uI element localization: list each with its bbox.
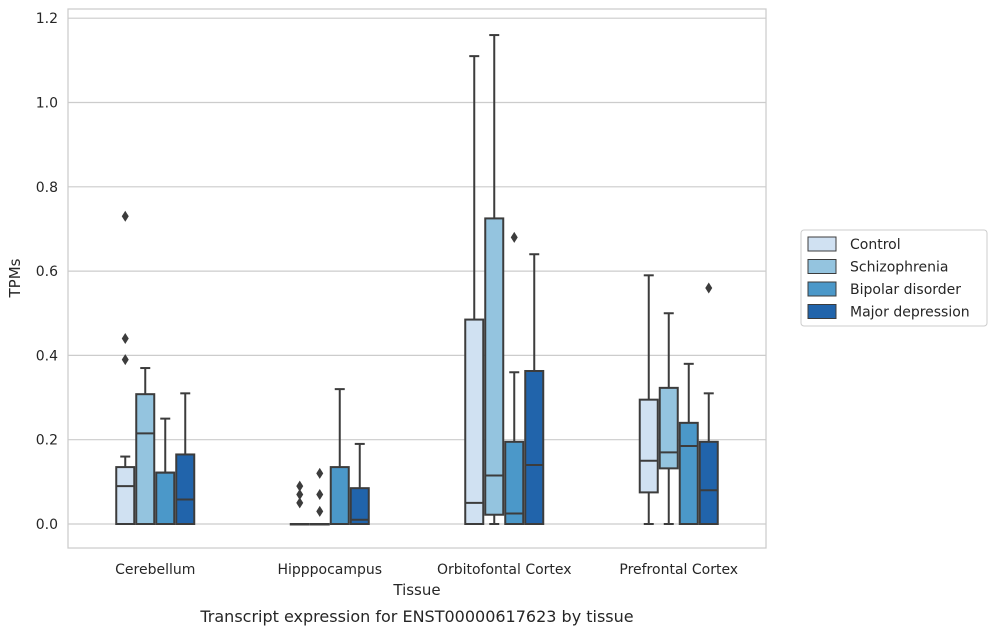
y-tick-label: 1.0 bbox=[36, 96, 58, 112]
box-plot bbox=[155, 417, 176, 525]
box bbox=[638, 398, 659, 494]
box-plot bbox=[309, 467, 330, 526]
box bbox=[678, 421, 699, 525]
box-plot bbox=[135, 367, 156, 526]
box-plot bbox=[698, 282, 719, 525]
y-tick-label: 1.2 bbox=[36, 11, 58, 27]
x-tick-label: Prefrontal Cortex bbox=[619, 562, 738, 578]
box-plot bbox=[329, 388, 350, 526]
box bbox=[349, 487, 370, 525]
legend-label: Bipolar disorder bbox=[850, 282, 961, 298]
box bbox=[504, 440, 525, 525]
box-plot bbox=[464, 55, 485, 526]
y-tick-label: 0.2 bbox=[36, 433, 58, 449]
chart-caption: Transcript expression for ENST0000061762… bbox=[199, 607, 633, 626]
x-tick-label: Cerebellum bbox=[115, 562, 195, 578]
outlier-marker bbox=[316, 505, 324, 517]
box bbox=[524, 369, 545, 526]
legend-label: Major depression bbox=[850, 305, 970, 321]
plot-frame bbox=[67, 8, 767, 549]
x-tick-label: Orbitofontal Cortex bbox=[437, 562, 572, 578]
legend-swatch bbox=[807, 304, 837, 319]
legend-swatch bbox=[807, 236, 837, 252]
y-tick-label: 0.0 bbox=[36, 517, 58, 533]
box bbox=[698, 440, 719, 525]
box bbox=[658, 386, 679, 470]
legend-swatch bbox=[807, 281, 837, 297]
box bbox=[329, 466, 350, 526]
legend-items: Control Schizophrenia Bipolar disorder Majo… bbox=[807, 236, 970, 321]
box-plot bbox=[484, 34, 505, 525]
box-plot bbox=[175, 392, 196, 526]
outlier-marker bbox=[510, 231, 518, 243]
box-plot bbox=[349, 442, 370, 525]
x-tick-label: Hipppocampus bbox=[277, 562, 382, 578]
box-plot bbox=[678, 362, 699, 525]
box bbox=[464, 318, 485, 526]
outlier-marker bbox=[296, 497, 304, 509]
y-tick-labels: 0.0 0.2 0.4 0.6 0.8 1.0 1.2 bbox=[36, 11, 58, 533]
legend: Control Schizophrenia Bipolar disorder Majo… bbox=[800, 229, 988, 327]
outlier-marker bbox=[121, 333, 129, 345]
y-tick-label: 0.4 bbox=[36, 348, 58, 364]
y-tick-label: 0.6 bbox=[36, 264, 58, 280]
box bbox=[135, 393, 156, 526]
outlier-marker bbox=[121, 354, 129, 366]
x-axis-label: Tissue bbox=[392, 581, 440, 599]
outlier-marker bbox=[316, 488, 324, 500]
outlier-marker bbox=[121, 210, 129, 222]
legend-frame bbox=[800, 229, 988, 327]
box-plots bbox=[115, 34, 719, 526]
x-tick-labels: Cerebellum Hipppocampus Orbitofontal Corte… bbox=[115, 562, 738, 578]
outlier-marker bbox=[316, 467, 324, 479]
box bbox=[155, 471, 176, 525]
y-tick-label: 0.8 bbox=[36, 180, 58, 196]
box-plot bbox=[658, 312, 679, 525]
box bbox=[175, 453, 196, 526]
legend-label: Schizophrenia bbox=[850, 260, 948, 276]
legend-swatch bbox=[807, 259, 837, 274]
box-plot bbox=[504, 231, 525, 525]
box-plot bbox=[289, 480, 310, 526]
box-plot bbox=[524, 253, 545, 526]
box-plot bbox=[115, 210, 136, 526]
outlier-marker bbox=[296, 480, 304, 492]
box-plot bbox=[638, 274, 659, 525]
outlier-marker bbox=[705, 282, 713, 294]
y-axis-label: TPMs bbox=[6, 258, 24, 298]
outlier-marker bbox=[296, 488, 304, 500]
box bbox=[115, 466, 136, 526]
legend-label: Control bbox=[850, 237, 901, 253]
box bbox=[484, 217, 505, 516]
